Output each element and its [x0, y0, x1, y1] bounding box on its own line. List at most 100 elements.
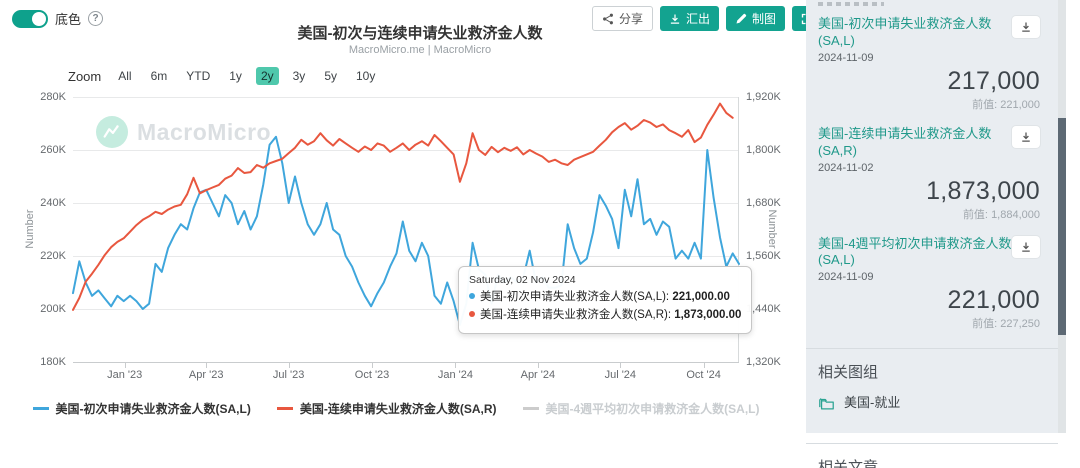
- card-title[interactable]: 美国-4週平均初次申请救济金人数(SA,L): [818, 235, 1012, 268]
- legend-swatch: [32, 407, 49, 410]
- range-option-10y[interactable]: 10y: [356, 69, 376, 83]
- share-label: 分享: [619, 12, 644, 26]
- y-axis-tick-left: 260K: [40, 144, 66, 156]
- legend-label: 美国-连续申请失业救济金人数(SA,R): [299, 402, 497, 416]
- draw-label: 制图: [752, 12, 777, 26]
- x-axis-tick-label: Jul '23: [272, 369, 305, 381]
- y-axis-tick-right: 1,680K: [746, 197, 781, 209]
- y-axis-tick-left: 200K: [40, 303, 66, 315]
- tooltip-row: 美国-连续申请失业救济金人数(SA,R): 1,873,000.00: [469, 307, 741, 325]
- folder-icon: [819, 398, 834, 410]
- card-value: 1,873,000: [926, 176, 1040, 205]
- clipped-scrolled-text: [818, 2, 884, 6]
- related-group-item[interactable]: 美国-就业: [806, 390, 1058, 421]
- card-prev-value: 1,884,000: [991, 208, 1040, 221]
- card-title[interactable]: 美国-连续申请失业救济金人数(SA,R): [818, 125, 992, 158]
- chart-area: 底色 ? 分享 汇出 制图 放大 美国-初次与连续申请失业救济金人数 Macro…: [12, 6, 852, 417]
- y-axis-tick-left: 240K: [40, 197, 66, 209]
- range-selector: Zoom All 6m YTD 1y 2y 3y 5y 10y: [68, 67, 380, 85]
- watermark-text: MacroMicro: [137, 118, 272, 145]
- series-card: 美国-连续申请失业救济金人数(SA,R) 2024-11-02 1,873,000 前…: [806, 123, 1058, 233]
- download-icon: [1022, 22, 1030, 32]
- card-date: 2024-11-09: [818, 51, 874, 64]
- x-axis-tick-label: Oct '23: [354, 369, 390, 381]
- related-articles-header: 相关文章: [818, 459, 879, 468]
- y-axis-title-right: Number: [766, 209, 778, 249]
- tooltip-value: 1,873,000.00: [674, 308, 742, 321]
- card-download-button[interactable]: [1012, 16, 1040, 38]
- range-option-5y[interactable]: 5y: [324, 69, 337, 83]
- share-icon: [603, 13, 613, 24]
- card-date: 2024-11-02: [818, 161, 874, 174]
- series-card: 美国-初次申请失业救济金人数(SA,L) 2024-11-09 217,000 前值:…: [806, 13, 1058, 123]
- card-top-row: 美国-初次申请失业救济金人数(SA,L): [818, 16, 1040, 50]
- sidebar-scrollbar: [1058, 0, 1066, 433]
- tooltip-row: 美国-初次申请失业救济金人数(SA,L): 221,000.00: [469, 289, 741, 307]
- card-prev-label: 前值:: [962, 208, 988, 221]
- related-group-label: 美国-就业: [844, 395, 901, 411]
- download-icon: [1022, 242, 1030, 252]
- card-prev-label: 前值:: [972, 98, 998, 111]
- y-axis-tick-right: 1,800K: [746, 144, 781, 156]
- range-option-2y[interactable]: 2y: [255, 67, 279, 85]
- range-option-1y[interactable]: 1y: [229, 69, 242, 83]
- range-option-6m[interactable]: 6m: [150, 69, 168, 83]
- share-button[interactable]: 分享: [592, 6, 654, 31]
- x-axis-tick-label: Jul '24: [604, 369, 637, 381]
- card-title[interactable]: 美国-初次申请失业救济金人数(SA,L): [818, 16, 992, 48]
- pencil-icon: [736, 13, 747, 23]
- y-axis-title-left: Number: [24, 209, 36, 249]
- y-axis-tick-right: 1,920K: [746, 91, 781, 103]
- card-date: 2024-11-09: [818, 271, 874, 284]
- chart-subtitle: MacroMicro.me | MacroMicro: [348, 44, 492, 56]
- legend-item[interactable]: 美国-连续申请失业救济金人数(SA,R): [276, 400, 497, 417]
- export-button[interactable]: 汇出: [660, 6, 720, 31]
- legend-item[interactable]: 美国-4週平均初次申请救济金人数(SA,L): [522, 400, 760, 417]
- card-top-row: 美国-连续申请失业救济金人数(SA,R): [818, 125, 1040, 160]
- card-prev-value: 221,000: [1000, 98, 1040, 111]
- y-axis-tick-right: 1,560K: [746, 250, 781, 262]
- x-axis-tick-label: Apr '23: [188, 369, 224, 381]
- watermark: MacroMicro: [96, 116, 271, 148]
- tooltip-label: 美国-初次申请失业救济金人数(SA,L):: [480, 291, 673, 303]
- range-option-all[interactable]: All: [118, 69, 132, 83]
- card-download-button[interactable]: [1012, 125, 1040, 148]
- card-prev: 前值: 221,000: [818, 96, 1040, 112]
- x-axis-tick-label: Apr '24: [520, 369, 556, 381]
- draw-button[interactable]: 制图: [726, 6, 786, 31]
- legend-label: 美国-初次申请失业救济金人数(SA,L): [55, 402, 251, 416]
- watermark-logo-icon: [96, 116, 128, 148]
- x-axis-tick-label: Jan '23: [107, 369, 143, 381]
- toggle-knob: [32, 11, 46, 26]
- plot-svg: [72, 97, 740, 368]
- series-dot: [469, 310, 475, 317]
- y-axis-tick-left: 220K: [40, 250, 66, 262]
- download-icon: [670, 14, 680, 24]
- divider: [806, 443, 1058, 445]
- chart-title: 美国-初次与连续申请失业救济金人数: [297, 25, 543, 42]
- series-line: [72, 135, 740, 326]
- card-prev: 前值: 1,884,000: [818, 206, 1040, 222]
- bg-toggle-label: 底色: [55, 12, 82, 27]
- x-axis-tick-label: Oct '24: [686, 369, 721, 381]
- range-option-ytd[interactable]: YTD: [186, 69, 211, 83]
- legend-swatch: [522, 407, 539, 410]
- y-axis-tick-right: 1,320K: [746, 356, 781, 368]
- scrollbar-thumb[interactable]: [1058, 118, 1066, 335]
- legend-swatch: [276, 407, 293, 410]
- related-groups-header: 相关图组: [818, 364, 879, 382]
- legend-item[interactable]: 美国-初次申请失业救济金人数(SA,L): [32, 400, 251, 417]
- tooltip-value: 221,000.00: [672, 291, 730, 303]
- card-value: 217,000: [947, 66, 1040, 95]
- range-option-3y[interactable]: 3y: [292, 69, 306, 83]
- card-download-button[interactable]: [1012, 235, 1040, 258]
- card-prev-value: 227,250: [1000, 318, 1040, 331]
- card-prev: 前值: 227,250: [818, 315, 1040, 331]
- bg-color-toggle[interactable]: [12, 9, 48, 28]
- series-line: [72, 102, 734, 311]
- help-icon[interactable]: ?: [88, 11, 104, 26]
- card-top-row: 美国-4週平均初次申请救济金人数(SA,L): [818, 235, 1040, 270]
- card-prev-label: 前值:: [972, 318, 998, 331]
- related-groups-list: 美国-就业: [806, 390, 1058, 421]
- divider: [806, 348, 1058, 350]
